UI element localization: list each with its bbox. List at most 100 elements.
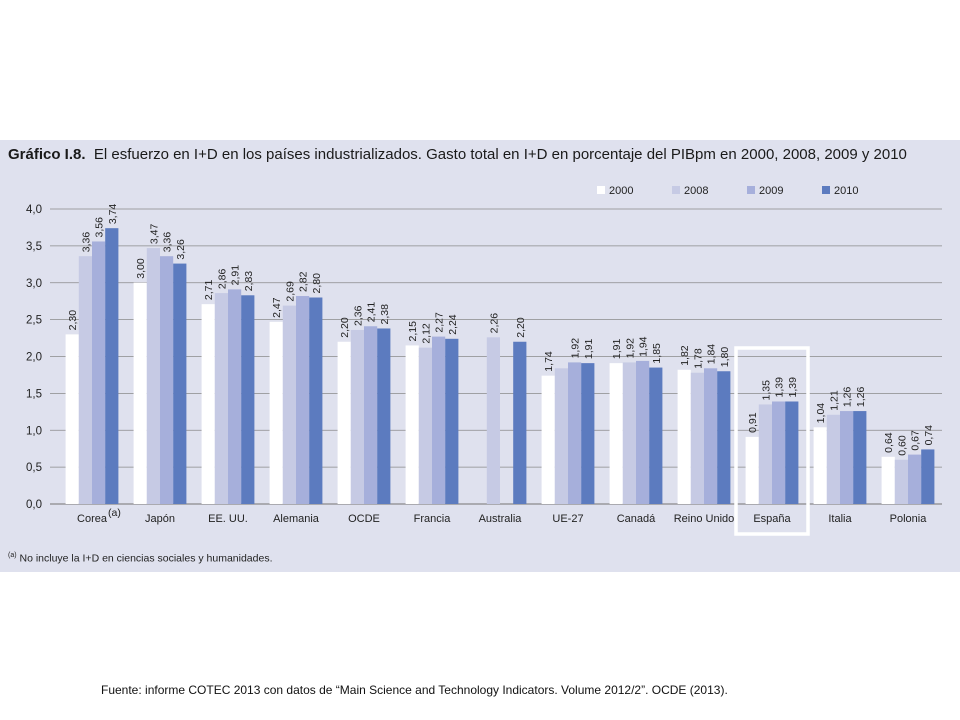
x-tick-label: Japón (145, 513, 175, 525)
bar (813, 427, 827, 504)
bar (704, 368, 718, 504)
legend-label: 2009 (759, 185, 783, 197)
y-tick-label: 2,5 (26, 315, 42, 327)
data-label: 2,91 (230, 265, 242, 286)
data-label: 2,36 (352, 305, 364, 326)
data-label: 2,20 (515, 317, 527, 338)
bar (269, 321, 283, 504)
data-label: 2,71 (203, 280, 215, 301)
bar (173, 263, 187, 504)
x-tick-label: Francia (414, 513, 452, 525)
footnote-text: No incluye la I+D en ciencias sociales y… (19, 552, 273, 565)
data-label: 1,91 (611, 339, 623, 360)
chart-title-text: El esfuerzo en I+D en los países industr… (93, 146, 907, 163)
data-label: 3,36 (80, 232, 92, 253)
data-label: 2,86 (216, 268, 228, 289)
bar (486, 337, 500, 504)
data-label: 1,04 (815, 403, 827, 424)
bar (758, 404, 772, 504)
legend-swatch (597, 186, 605, 194)
bar (894, 459, 908, 504)
data-label: 3,00 (135, 258, 147, 279)
x-tick-label: Australia (479, 513, 523, 525)
bar (908, 454, 922, 504)
x-tick-label: Corea (77, 513, 108, 525)
bar (581, 363, 595, 504)
data-label: 0,67 (910, 430, 922, 451)
bar (146, 248, 160, 504)
legend-label: 2008 (684, 185, 708, 197)
data-label: 1,94 (638, 336, 650, 357)
bar (377, 328, 391, 504)
bar (636, 360, 650, 504)
bar (717, 371, 731, 504)
y-tick-label: 1,0 (26, 425, 42, 437)
data-label: 3,56 (94, 217, 106, 238)
bar (649, 367, 663, 504)
y-tick-label: 0,5 (26, 462, 42, 474)
data-label: 1,80 (719, 347, 731, 368)
bar (228, 289, 242, 504)
bar (105, 228, 119, 505)
bar (745, 436, 759, 504)
y-tick-label: 3,0 (26, 278, 42, 290)
data-label: 2,15 (407, 321, 419, 342)
bar (337, 341, 351, 504)
bar (541, 375, 555, 504)
data-label: 1,91 (583, 339, 595, 360)
bar (201, 304, 215, 504)
data-label: 1,74 (543, 351, 555, 372)
chart-footnote: (a) No incluye la I+D en ciencias social… (8, 552, 273, 565)
data-label: 0,60 (896, 435, 908, 456)
chart-title: Gráfico I.8. El esfuerzo en I+D en los p… (8, 146, 907, 163)
bar (622, 362, 636, 504)
chart-title-prefix: Gráfico I.8. (8, 146, 86, 163)
bar (350, 329, 364, 504)
bar (92, 241, 106, 504)
data-label: 2,12 (420, 323, 432, 344)
highlight-box (734, 346, 810, 536)
data-label: 2,27 (434, 312, 446, 333)
data-label: 3,74 (107, 204, 119, 225)
x-tick-label: Alemania (273, 513, 320, 525)
data-label: 1,92 (624, 338, 636, 359)
bar (214, 293, 228, 504)
bar (65, 334, 79, 504)
legend-swatch (822, 186, 830, 194)
bar (364, 326, 378, 504)
bar (609, 363, 623, 504)
data-label: 2,83 (243, 271, 255, 292)
data-label: 2,20 (339, 317, 351, 338)
data-label: 1,21 (828, 390, 840, 411)
bar (445, 338, 459, 504)
y-tick-label: 4,0 (26, 204, 42, 216)
y-tick-label: 0,0 (26, 499, 42, 511)
data-label: 2,26 (488, 313, 500, 334)
data-label: 1,26 (855, 386, 867, 407)
data-label: 1,35 (760, 380, 772, 401)
data-label: 2,38 (379, 304, 391, 325)
bar (554, 368, 568, 504)
bar (432, 336, 446, 504)
data-label: 0,64 (883, 432, 895, 453)
data-label: 3,26 (175, 239, 187, 260)
y-tick-label: 3,5 (26, 241, 42, 253)
bar (282, 305, 296, 504)
x-tick-label: Italia (828, 513, 852, 525)
x-tick-label: OCDE (348, 513, 380, 525)
legend-swatch (747, 186, 755, 194)
data-label: 3,36 (162, 232, 174, 253)
bar (921, 449, 935, 504)
bar (405, 345, 419, 504)
data-label: 2,47 (271, 297, 283, 318)
source-caption: Fuente: informe COTEC 2013 con datos de … (101, 683, 728, 697)
data-label: 1,92 (570, 338, 582, 359)
x-tick-label: Reino Unido (674, 513, 735, 525)
footnote-marker: (a) (8, 552, 17, 559)
bar-chart: 0,00,51,01,52,02,53,03,54,02,303,363,563… (26, 185, 942, 536)
data-label: 1,82 (679, 345, 691, 366)
bar (568, 362, 582, 504)
bar (296, 296, 310, 504)
data-label: 2,41 (366, 302, 378, 323)
bar (881, 456, 895, 504)
